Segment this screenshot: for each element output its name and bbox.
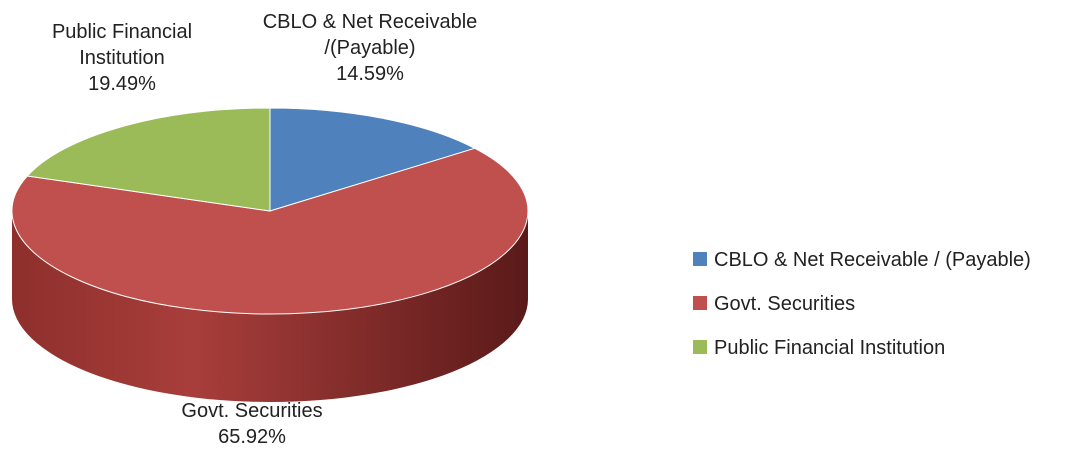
legend-label: CBLO & Net Receivable / (Payable): [714, 249, 1031, 271]
data-label-govt-securities: Govt. Securities 65.92%: [181, 400, 322, 448]
data-label-line: /(Payable): [324, 37, 415, 59]
pie-layer: [11, 107, 529, 402]
legend-item-cblo-net-receivable-payable: CBLO & Net Receivable / (Payable): [693, 249, 1031, 271]
pie-slice-side-govt-securities: [12, 211, 528, 402]
data-label-line: 14.59%: [336, 63, 404, 85]
legend-swatch: [693, 252, 707, 266]
data-label-line: 65.92%: [218, 426, 286, 448]
data-label-cblo-net-receivable-payable: CBLO & Net Receivable /(Payable) 14.59%: [263, 11, 478, 85]
legend-item-public-financial-institution: Public Financial Institution: [693, 337, 945, 359]
data-label-line: Govt. Securities: [181, 400, 322, 422]
pie-slice-public-financial-institution: [26, 107, 271, 212]
legend-label: Govt. Securities: [714, 293, 855, 315]
legend-swatch: [693, 296, 707, 310]
pie-slice-cblo-net-receivable-payable: [269, 107, 477, 212]
data-label-line: Institution: [79, 47, 165, 69]
pie-slice-govt-securities: [11, 147, 529, 315]
data-label-line: 19.49%: [88, 73, 156, 95]
legend-item-govt-securities: Govt. Securities: [693, 293, 855, 315]
data-label-line: CBLO & Net Receivable: [263, 11, 478, 33]
data-labels: CBLO & Net Receivable /(Payable) 14.59% Gov…: [52, 11, 477, 448]
data-label-public-financial-institution: Public Financial Institution 19.49%: [52, 21, 192, 95]
legend: CBLO & Net Receivable / (Payable) Govt. S…: [693, 249, 1031, 359]
legend-swatch: [693, 340, 707, 354]
data-label-line: Public Financial: [52, 21, 192, 43]
legend-label: Public Financial Institution: [714, 337, 945, 359]
